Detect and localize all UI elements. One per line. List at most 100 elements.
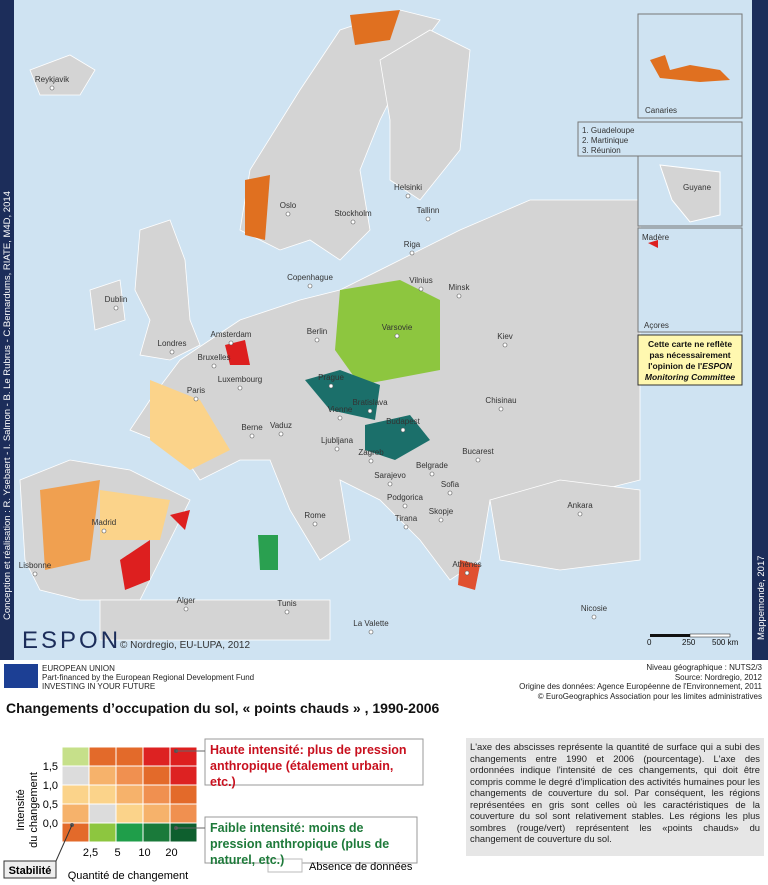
legend-y-tick: 0,5 [43, 799, 58, 811]
city-label: Vilnius [409, 276, 432, 285]
city-dot [418, 286, 424, 292]
region-poland [335, 280, 440, 385]
legend-cell [115, 746, 144, 767]
legend-cell [61, 803, 90, 824]
city-dot [328, 383, 334, 389]
low-box [204, 816, 418, 864]
inset-label: 3. Réunion [582, 146, 621, 155]
city-dot [307, 283, 313, 289]
legend-cell [61, 765, 90, 786]
city-dot [312, 521, 318, 527]
legend-cell [88, 822, 117, 843]
city-label: Varsovie [382, 323, 413, 332]
city-label: Ljubljana [321, 436, 354, 445]
region-north [350, 10, 400, 45]
city-label: Dublin [105, 295, 128, 304]
city-dot [502, 342, 508, 348]
legend-cell [169, 784, 198, 805]
city-dot [113, 305, 119, 311]
city-dot [425, 216, 431, 222]
region-belgium [225, 340, 250, 365]
city-label: Reykjavik [35, 75, 70, 84]
high-box [204, 738, 424, 786]
region-france [150, 380, 230, 470]
inset-label: Canaries [645, 106, 677, 115]
city-dot [400, 427, 406, 433]
legend-y-tick: 0,0 [43, 818, 58, 830]
source-line: Source: Nordregio, 2012 [674, 672, 762, 682]
legend-cell [169, 765, 198, 786]
logo: ESPON [22, 627, 121, 654]
city-label: Athènes [452, 560, 481, 569]
city-label: Nicosie [581, 604, 608, 613]
city-dot [284, 609, 290, 615]
city-label: Lisbonne [19, 561, 52, 570]
city-dot [237, 385, 243, 391]
city-label: Bruxelles [198, 353, 231, 362]
legend-cell [61, 746, 90, 767]
description: L'axe des abscisses représente la quanti… [466, 738, 764, 856]
city-label: Sofia [441, 480, 460, 489]
scale-label: 0 [647, 638, 652, 647]
legend-cell [88, 803, 117, 824]
city-dot [498, 406, 504, 412]
city-dot [101, 528, 107, 534]
disclaimer-line: pas nécessairement [649, 350, 730, 360]
legend-x-tick: 10 [138, 847, 150, 859]
eu-flag [4, 664, 38, 688]
city-dot [278, 431, 284, 437]
city-label: Amsterdam [211, 330, 252, 339]
city-label: Zagreb [358, 448, 384, 457]
credit-left: Conception et réalisation : R. Ysebaert … [2, 191, 13, 620]
city-dot [464, 570, 470, 576]
city-label: Tirana [395, 514, 418, 523]
source-line: Origine des données: Agence Européenne d… [519, 682, 762, 691]
no-data-swatch [267, 858, 303, 873]
city-dot [350, 219, 356, 225]
city-dot [368, 629, 374, 635]
city-dot [211, 363, 217, 369]
city-label: Skopje [429, 507, 454, 516]
city-dot [367, 408, 373, 414]
city-label: Podgorica [387, 493, 424, 502]
disclaimer-line: Cette carte ne reflète [648, 339, 732, 349]
city-label: Minsk [449, 283, 471, 292]
city-dot [49, 85, 55, 91]
inset-label: Açores [644, 321, 669, 330]
copyright: © Nordregio, EU-LUPA, 2012 [120, 640, 250, 651]
city-label: Copenhague [287, 273, 333, 282]
city-dot [337, 415, 343, 421]
city-dot [314, 337, 320, 343]
city-label: Madrid [92, 518, 116, 527]
city-label: Tallinn [417, 206, 440, 215]
legend-cell [142, 784, 171, 805]
legend-x-tick: 2,5 [83, 847, 98, 859]
legend-x-tick: 20 [165, 847, 177, 859]
eu-line: INVESTING IN YOUR FUTURE [42, 682, 156, 691]
low-label: Faible intensité: moins de pression anth… [210, 821, 390, 867]
city-dot [394, 333, 400, 339]
city-label: Londres [158, 339, 187, 348]
legend-cell [115, 822, 144, 843]
city-label: Kiev [497, 332, 513, 341]
legend-cell [142, 746, 171, 767]
right-strip [752, 0, 768, 660]
insets: Canaries 1. Guadeloupe 2. Martinique 3. … [577, 13, 743, 333]
sources: Niveau géographique : NUTS2/3 Source: No… [519, 663, 762, 701]
city-dot [447, 490, 453, 496]
city-dot [32, 571, 38, 577]
disclaimer-line: Monitoring Committee [645, 372, 735, 382]
region-valencia [120, 540, 150, 590]
city-dot [405, 193, 411, 199]
city-dot [402, 503, 408, 509]
eu-line: Part-financed by the European Regional D… [42, 673, 255, 682]
legend-cell [169, 746, 198, 767]
legend-y-tick: 1,5 [43, 761, 58, 773]
eu-line: EUROPEAN UNION [42, 664, 115, 673]
city-dot [334, 446, 340, 452]
city-label: Bratislava [352, 398, 388, 407]
city-dot [368, 458, 374, 464]
city-dot [183, 606, 189, 612]
legend-y-label: du changement [28, 772, 40, 848]
